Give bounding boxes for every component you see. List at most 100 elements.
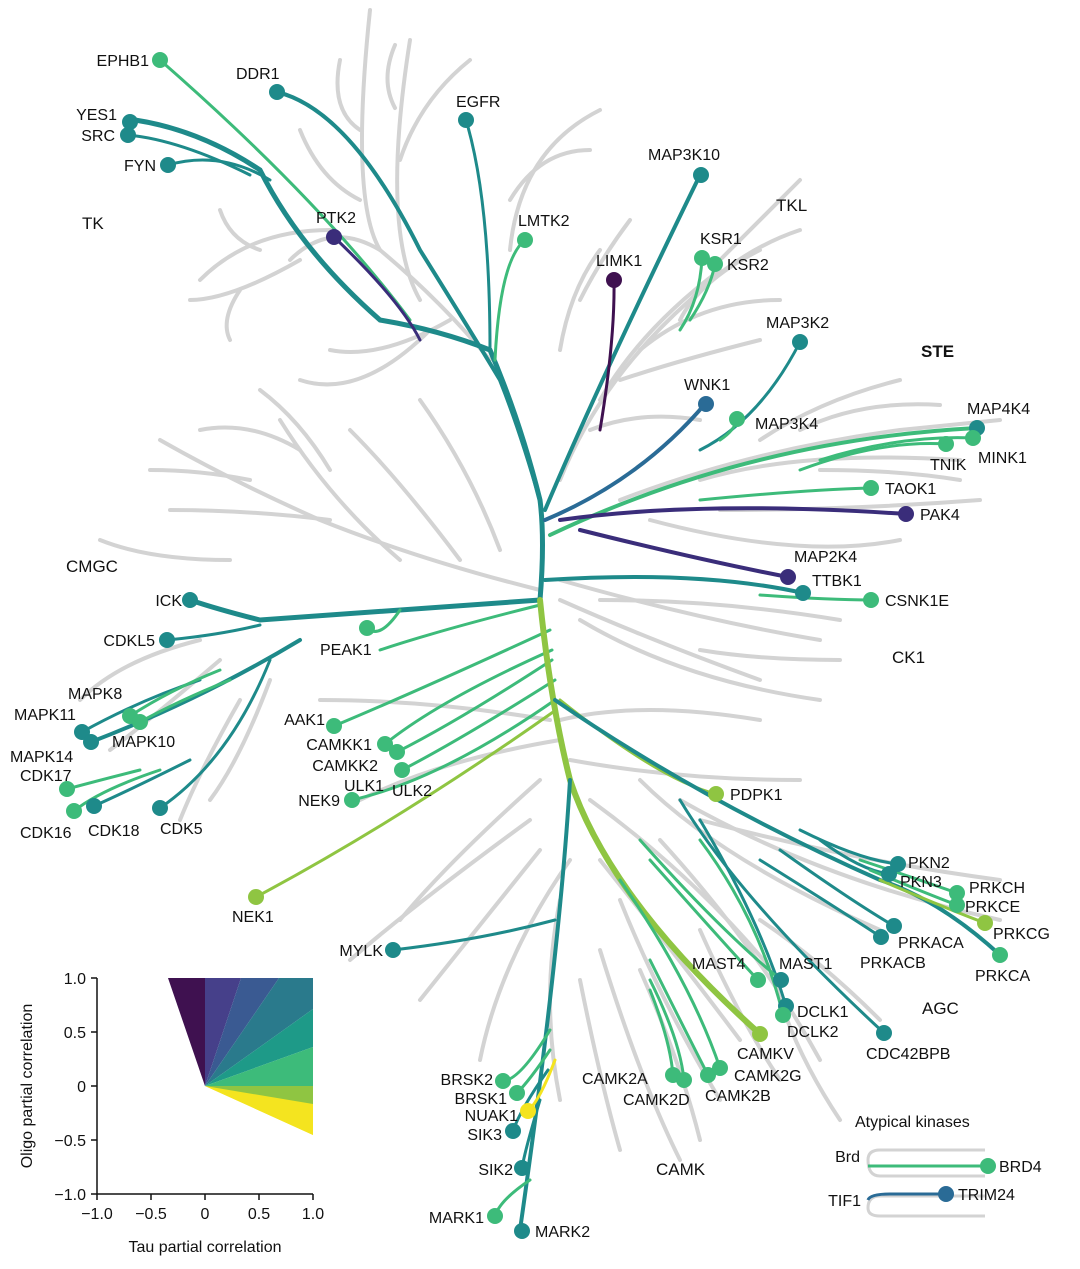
legend-ylabel: Oligo partial correlation	[19, 1004, 36, 1169]
label-mapk11: MAPK11	[14, 707, 76, 724]
label-ksr2: KSR2	[727, 257, 769, 274]
node-mark2[interactable]	[514, 1223, 530, 1239]
node-prkca[interactable]	[992, 947, 1008, 963]
wedge-9	[205, 1086, 313, 1135]
node-ksr1[interactable]	[694, 250, 710, 266]
node-brsk2[interactable]	[495, 1073, 511, 1089]
node-cdk5[interactable]	[152, 800, 168, 816]
node-prkch[interactable]	[949, 885, 965, 901]
node-src[interactable]	[120, 127, 136, 143]
node-cdc42bpb[interactable]	[876, 1025, 892, 1041]
node-sik2[interactable]	[514, 1160, 530, 1176]
group-label-cmgc: CMGC	[66, 557, 118, 576]
label-prkch: PRKCH	[969, 880, 1025, 897]
label-csnk1e: CSNK1E	[885, 593, 949, 610]
label-src: SRC	[81, 128, 115, 145]
node-camkv[interactable]	[752, 1026, 768, 1042]
label-mylk: MYLK	[339, 943, 383, 960]
node-ddr1[interactable]	[269, 84, 285, 100]
label-tif1: TIF1	[828, 1193, 861, 1210]
node-trim24[interactable]	[938, 1186, 954, 1202]
label-wnk1: WNK1	[684, 377, 730, 394]
node-prkcg[interactable]	[977, 915, 993, 931]
node-camkk1[interactable]	[377, 736, 393, 752]
label-mapk8: MAPK8	[68, 686, 122, 703]
label-tnik: TNIK	[930, 457, 967, 474]
node-mapk14[interactable]	[83, 734, 99, 750]
node-nek1[interactable]	[248, 889, 264, 905]
node-sik3[interactable]	[505, 1123, 521, 1139]
node-fyn[interactable]	[160, 157, 176, 173]
node-camkk2[interactable]	[389, 744, 405, 760]
node-cdk18[interactable]	[86, 798, 102, 814]
node-tnik[interactable]	[938, 436, 954, 452]
node-mink1[interactable]	[965, 430, 981, 446]
label-pkn2: PKN2	[908, 855, 950, 872]
node-csnk1e[interactable]	[863, 592, 879, 608]
node-mylk[interactable]	[385, 942, 401, 958]
node-nek9[interactable]	[344, 792, 360, 808]
label-cdk17: CDK17	[20, 768, 72, 785]
node-camk2d[interactable]	[676, 1072, 692, 1088]
node-mapk10[interactable]	[132, 714, 148, 730]
node-egfr[interactable]	[458, 112, 474, 128]
label-map3k4: MAP3K4	[755, 416, 818, 433]
node-aak1[interactable]	[326, 718, 342, 734]
label-aak1: AAK1	[284, 712, 325, 729]
node-pkn3[interactable]	[881, 866, 897, 882]
node-map3k10[interactable]	[693, 167, 709, 183]
label-sik2: SIK2	[478, 1162, 513, 1179]
node-pak4[interactable]	[898, 506, 914, 522]
node-ulk2[interactable]	[394, 762, 410, 778]
label-ulk2: ULK2	[392, 783, 432, 800]
node-peak1[interactable]	[359, 620, 375, 636]
ytick-4: −1.0	[54, 1187, 86, 1204]
label-sik3: SIK3	[467, 1127, 502, 1144]
xtick-3: 0.5	[248, 1206, 270, 1223]
node-limk1[interactable]	[606, 272, 622, 288]
node-map3k2[interactable]	[792, 334, 808, 350]
node-cdkl5[interactable]	[159, 632, 175, 648]
node-cdk16[interactable]	[66, 803, 82, 819]
node-ttbk1[interactable]	[795, 585, 811, 601]
label-mast1: MAST1	[779, 956, 832, 973]
node-camk2g[interactable]	[712, 1060, 728, 1076]
label-mapk10: MAPK10	[112, 734, 175, 751]
node-ick[interactable]	[182, 592, 198, 608]
node-wnk1[interactable]	[698, 396, 714, 412]
node-mark1[interactable]	[487, 1208, 503, 1224]
kinase-labels: EPHB1 DDR1 EGFR YES1 SRC FYN PTK2 LMTK2 …	[10, 53, 1050, 1241]
node-brd4[interactable]	[980, 1158, 996, 1174]
node-map2k4[interactable]	[780, 569, 796, 585]
node-ptk2[interactable]	[326, 229, 342, 245]
xtick-0: −1.0	[81, 1206, 113, 1223]
label-map4k4: MAP4K4	[967, 401, 1030, 418]
node-mast1[interactable]	[773, 972, 789, 988]
label-taok1: TAOK1	[885, 481, 936, 498]
label-camkk2: CAMKK2	[312, 758, 378, 775]
label-camk2d: CAMK2D	[623, 1092, 690, 1109]
node-mast4[interactable]	[750, 972, 766, 988]
label-brsk2: BRSK2	[441, 1072, 494, 1089]
ytick-2: 0	[77, 1079, 86, 1096]
ytick-0: 1.0	[64, 971, 86, 988]
node-map3k4[interactable]	[729, 411, 745, 427]
node-lmtk2[interactable]	[517, 232, 533, 248]
node-ephb1[interactable]	[152, 52, 168, 68]
ytick-1: 0.5	[64, 1025, 86, 1042]
node-brsk1[interactable]	[509, 1085, 525, 1101]
label-ksr1: KSR1	[700, 231, 742, 248]
node-prkacb[interactable]	[873, 929, 889, 945]
node-nuak1[interactable]	[520, 1103, 536, 1119]
node-ksr2[interactable]	[707, 256, 723, 272]
node-camk2b[interactable]	[700, 1067, 716, 1083]
node-prkce[interactable]	[949, 897, 965, 913]
node-cdk17[interactable]	[59, 781, 75, 797]
node-pdpk1[interactable]	[708, 786, 724, 802]
wedge-6	[205, 1047, 313, 1086]
node-yes1[interactable]	[122, 114, 138, 130]
node-dclk2[interactable]	[775, 1007, 791, 1023]
node-taok1[interactable]	[863, 480, 879, 496]
node-prkaca[interactable]	[886, 918, 902, 934]
